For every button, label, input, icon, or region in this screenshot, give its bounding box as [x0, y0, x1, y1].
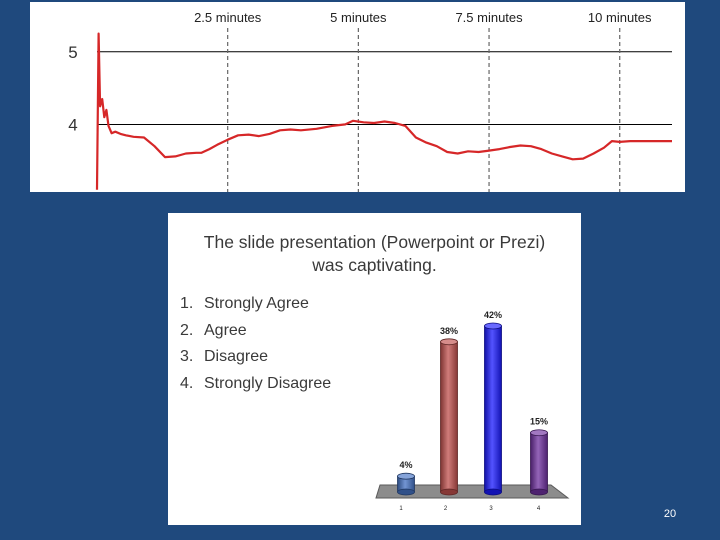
y-tick-label: 4: [68, 115, 77, 134]
bar-top: [397, 472, 415, 480]
y-tick-label: 5: [68, 43, 77, 62]
option-number: 3.: [180, 348, 194, 365]
poll-question: The slide presentation (Powerpoint or Pr…: [168, 231, 581, 277]
poll-results-panel: The slide presentation (Powerpoint or Pr…: [168, 213, 581, 525]
answer-option: 4. Strongly Disagree: [180, 371, 331, 398]
answer-option: 1. Strongly Agree: [180, 291, 331, 318]
bar-value-label: 4%: [399, 460, 412, 470]
time-marker-label: 2.5 minutes: [194, 10, 262, 25]
slide-number: 20: [663, 508, 677, 520]
bar-top: [530, 429, 548, 437]
bar: [484, 325, 502, 493]
option-number: 2.: [180, 321, 194, 339]
response-timeline-panel: 5 4 2.5 minutes 5 minutes 7.5 minutes 10 minu…: [30, 2, 685, 192]
poll-question-line-2: was captivating.: [312, 255, 437, 275]
time-marker-label: 5 minutes: [330, 10, 387, 25]
response-timeline-chart: 5 4 2.5 minutes 5 minutes 7.5 minutes 10 minu…: [68, 10, 672, 192]
bar-top: [484, 322, 502, 330]
x-tick-label: 3: [489, 506, 493, 512]
option-text: Disagree: [204, 348, 269, 365]
x-tick-label: 2: [444, 506, 448, 512]
bar: [530, 432, 548, 493]
bar-value-label: 42%: [484, 310, 502, 320]
bar-value-label: 15%: [530, 417, 548, 427]
x-tick-label: 1: [399, 506, 403, 512]
option-number: 1.: [180, 295, 194, 312]
poll-question-line-1: The slide presentation (Powerpoint or Pr…: [203, 232, 546, 252]
bar-top: [440, 338, 458, 346]
answer-options-list: 1. Strongly Agree 2. Agree 3. Disagree 4. St…: [180, 291, 331, 397]
bar: [440, 341, 458, 493]
option-text: Strongly Agree: [204, 295, 309, 312]
answer-option: 3. Disagree: [180, 344, 331, 371]
bar-base: [484, 488, 502, 496]
bar-value-label: 38%: [440, 326, 458, 336]
bar-base: [397, 488, 415, 496]
response-series-line: [95, 32, 672, 190]
time-marker-label: 10 minutes: [588, 10, 652, 25]
bar-base: [530, 488, 548, 496]
option-text: Agree: [204, 321, 247, 339]
bar-base: [440, 488, 458, 496]
answer-option: 2. Agree: [180, 318, 331, 345]
time-marker-label: 7.5 minutes: [455, 10, 523, 25]
option-text: Strongly Disagree: [204, 374, 332, 392]
option-number: 4.: [180, 374, 194, 392]
poll-bar-chart: 4% 1 38% 2 42% 3 15% 4: [375, 310, 570, 512]
x-tick-label: 4: [537, 506, 541, 512]
